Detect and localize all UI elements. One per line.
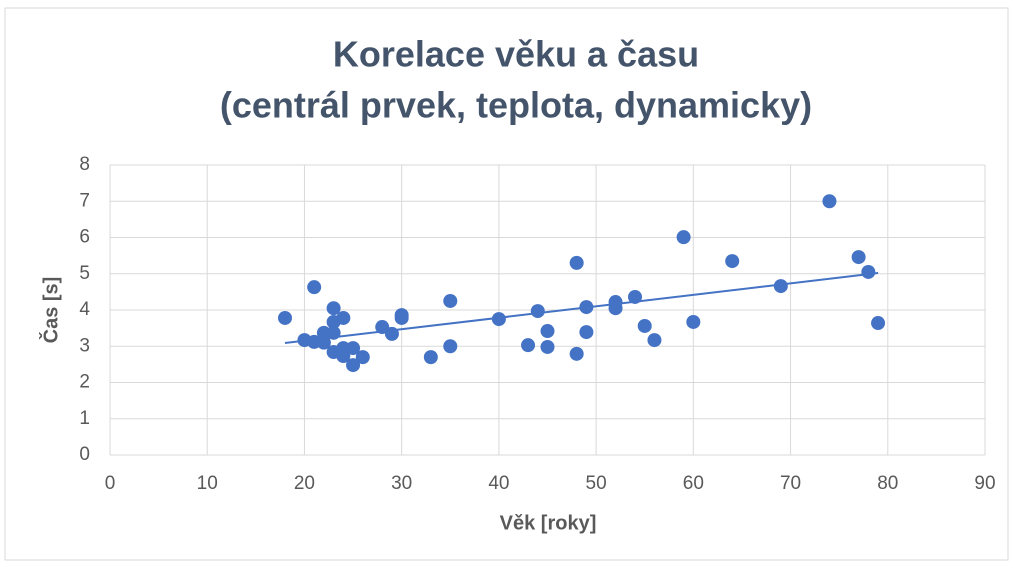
point <box>375 320 390 335</box>
point <box>326 301 341 316</box>
point <box>647 333 662 348</box>
point <box>871 316 886 331</box>
point <box>861 264 876 279</box>
point <box>355 350 370 365</box>
y-tick-label: 4 <box>79 299 90 320</box>
x-tick-label: 90 <box>974 473 995 494</box>
chart-title: Korelace věku a času <box>333 34 699 75</box>
point <box>491 312 506 327</box>
point <box>530 304 545 319</box>
point <box>773 279 788 294</box>
point <box>278 310 292 325</box>
point <box>725 254 740 269</box>
y-tick-label: 1 <box>79 408 90 429</box>
point <box>326 325 341 340</box>
point <box>540 324 555 339</box>
chart-title: (centrál prvek, teplota, dynamicky) <box>220 85 812 126</box>
y-tick-label: 5 <box>79 263 90 284</box>
point <box>686 314 701 329</box>
point <box>637 318 652 333</box>
point <box>569 346 584 361</box>
y-tick-label: 6 <box>79 227 90 248</box>
point <box>307 280 322 295</box>
point <box>316 325 331 340</box>
point <box>443 293 458 308</box>
y-axis-label: Čas [s] <box>38 277 62 344</box>
point <box>336 349 351 364</box>
point <box>628 289 642 304</box>
point <box>443 339 458 354</box>
x-tick-label: 80 <box>877 473 898 494</box>
point <box>851 250 866 265</box>
point <box>579 325 594 340</box>
point <box>336 310 351 325</box>
x-tick-label: 20 <box>294 473 315 494</box>
y-tick-label: 3 <box>79 335 90 356</box>
x-tick-label: 0 <box>105 473 116 494</box>
x-tick-label: 50 <box>586 473 607 494</box>
point <box>346 341 361 356</box>
point <box>423 350 438 365</box>
point <box>579 300 594 315</box>
point <box>822 194 837 209</box>
point <box>569 255 584 270</box>
y-tick-label: 7 <box>79 190 90 211</box>
x-tick-label: 40 <box>488 473 509 494</box>
y-tick-label: 0 <box>79 444 90 465</box>
x-axis-label: Věk [roky] <box>500 512 597 534</box>
point <box>608 301 623 316</box>
point <box>521 338 536 353</box>
x-tick-label: 30 <box>391 473 412 494</box>
y-tick-label: 8 <box>79 154 90 175</box>
point <box>394 310 409 325</box>
x-tick-label: 70 <box>780 473 801 494</box>
y-tick-label: 2 <box>79 372 90 393</box>
x-tick-label: 60 <box>683 473 704 494</box>
chart-border <box>4 7 1009 561</box>
point <box>384 326 399 341</box>
point <box>540 339 555 354</box>
x-tick-label: 10 <box>197 473 218 494</box>
point <box>316 335 331 350</box>
point <box>676 230 691 245</box>
point <box>346 358 361 373</box>
